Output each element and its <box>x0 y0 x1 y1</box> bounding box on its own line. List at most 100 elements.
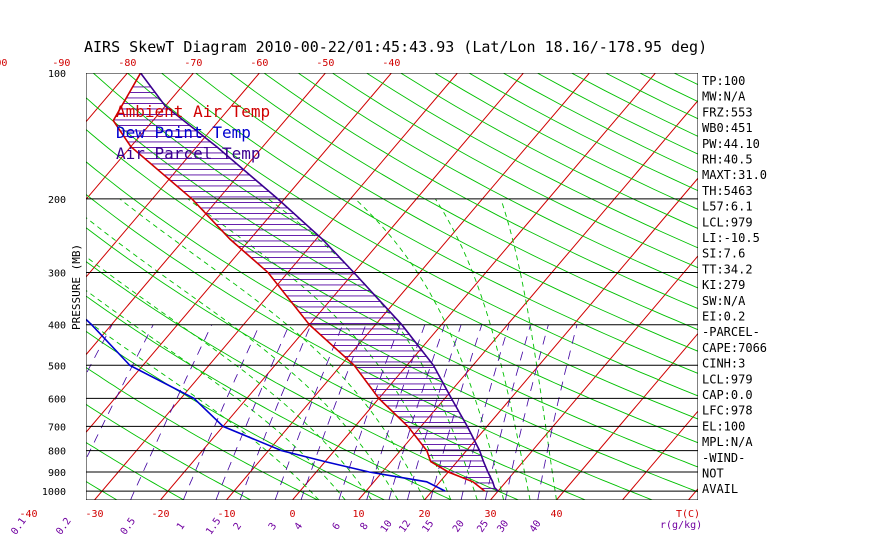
dry-adiabat-line <box>263 73 698 310</box>
chart-title: AIRS SkewT Diagram 2010-00-22/01:45:43.9… <box>84 38 707 56</box>
index-line: MW:N/A <box>702 90 746 104</box>
isobar-lines <box>86 73 698 492</box>
mixing-ratio-label: 0.5 <box>119 516 138 537</box>
isotherm-line <box>86 73 392 434</box>
moist-adiabat-line <box>119 198 425 500</box>
top-temp-label: -70 <box>184 58 202 69</box>
plot-area <box>0 73 698 500</box>
bottom-temp-label: -10 <box>217 509 235 520</box>
dry-adiabat-line <box>366 73 698 249</box>
top-temp-label: -100 <box>0 58 7 69</box>
dry-adiabat-line <box>468 73 698 192</box>
mixing-ratio-line <box>215 324 290 500</box>
mixing-ratio-line <box>338 324 401 500</box>
top-temp-label: -40 <box>382 58 400 69</box>
index-line: RH:40.5 <box>702 153 753 167</box>
dry-adiabat-line <box>332 73 698 269</box>
isotherm-line <box>86 73 194 201</box>
isotherm-line <box>0 73 61 500</box>
index-line: L57:6.1 <box>702 200 753 214</box>
mixing-ratio-line <box>300 324 367 500</box>
parcel-temp-line <box>139 73 499 492</box>
dry-adiabat-line <box>400 73 698 229</box>
dry-adiabat-line <box>502 73 698 173</box>
bottom-temp-label: 40 <box>550 509 562 520</box>
mixing-ratio-label: 6 <box>331 521 343 532</box>
top-temp-label: -90 <box>52 58 70 69</box>
index-line: LFC:978 <box>702 404 753 418</box>
top-temp-label: -80 <box>118 58 136 69</box>
mixing-ratio-label: 30 <box>495 518 511 534</box>
pressure-tick-label: 600 <box>48 394 66 405</box>
legend-entry: Ambient Air Temp <box>116 102 270 121</box>
index-line: -WIND- <box>702 451 745 465</box>
pressure-tick-label: 700 <box>48 422 66 433</box>
bottom-temp-label: -30 <box>85 509 103 520</box>
mixing-ratio-line <box>239 324 312 500</box>
mixing-ratio-label: 4 <box>293 521 305 532</box>
legend: Ambient Air Temp Dew Point Temp Air Parcel… <box>116 102 270 163</box>
index-line: -PARCEL- <box>702 325 760 339</box>
mixing-ratio-label: 40 <box>528 519 544 535</box>
index-line: TP:100 <box>702 74 745 88</box>
mixing-ratio-label: 25 <box>475 518 491 534</box>
pressure-tick-label: 1000 <box>42 487 66 498</box>
mixing-ratio-line <box>430 324 483 500</box>
dry-adiabat-line <box>86 260 519 500</box>
ambient-temp-line <box>112 73 486 492</box>
index-line: AVAIL <box>702 482 738 496</box>
y-axis-label: PRESSURE (MB) <box>70 244 83 330</box>
mixing-ratio-label: 12 <box>397 518 413 534</box>
moist-adiabat-line <box>86 256 373 500</box>
dry-adiabat-line <box>86 441 185 500</box>
index-line: CINH:3 <box>702 357 745 371</box>
index-line: NOT <box>702 467 724 481</box>
pressure-tick-label: 800 <box>48 447 66 458</box>
isotherm-line <box>556 332 698 500</box>
bottom-temp-label: -40 <box>19 509 37 520</box>
index-line: MPL:N/A <box>702 435 753 449</box>
top-temp-label: -60 <box>250 58 268 69</box>
index-line: KI:279 <box>702 278 745 292</box>
pressure-labels: 100 200 300 400 500 600 700 800 900 1000 <box>42 69 66 498</box>
mixing-ratio-label: 8 <box>358 521 370 532</box>
temp-unit-label: T(C) <box>676 509 700 520</box>
moist-adiabat-line <box>354 198 505 500</box>
dry-adiabat-line <box>161 73 698 374</box>
mixing-ratio-line <box>274 324 343 500</box>
index-line: EI:0.2 <box>702 310 745 324</box>
moist-adiabat-line <box>435 198 531 500</box>
mixing-ratio-label: 3 <box>267 521 279 532</box>
pressure-tick-label: 200 <box>48 195 66 206</box>
index-line: FRZ:553 <box>702 105 753 119</box>
dewpoint-temp-line <box>86 318 446 492</box>
dry-adiabat-line <box>127 73 698 397</box>
mixing-ratio-line <box>86 324 154 460</box>
mixing-ratio-line <box>130 324 213 500</box>
mixing-ratio-line <box>86 324 113 375</box>
dry-adiabat-line <box>0 73 50 500</box>
mixing-ratio-label: 1 <box>175 521 187 532</box>
dry-adiabat-line <box>86 227 586 500</box>
mixing-ratio-line <box>537 324 578 500</box>
mixing-ratio-line <box>460 324 510 500</box>
legend-entry: Dew Point Temp <box>116 123 251 142</box>
index-line: LI:-10.5 <box>702 231 760 245</box>
pressure-tick-label: 900 <box>48 468 66 479</box>
isotherm-line <box>86 73 326 356</box>
index-line: MAXT:31.0 <box>702 168 767 182</box>
index-line: LCL:979 <box>702 372 753 386</box>
mixing-ratio-unit-label: r(g/kg) <box>660 520 702 531</box>
isotherm-line <box>292 73 656 500</box>
index-line: CAP:0.0 <box>702 388 753 402</box>
bottom-temp-label: 10 <box>352 509 364 520</box>
index-line: TH:5463 <box>702 184 753 198</box>
isotherm-line <box>490 255 698 500</box>
dry-adiabat-line <box>195 73 698 352</box>
dry-adiabat-line <box>86 97 698 444</box>
index-line: EL:100 <box>702 419 745 433</box>
isotherm-line <box>94 73 458 500</box>
